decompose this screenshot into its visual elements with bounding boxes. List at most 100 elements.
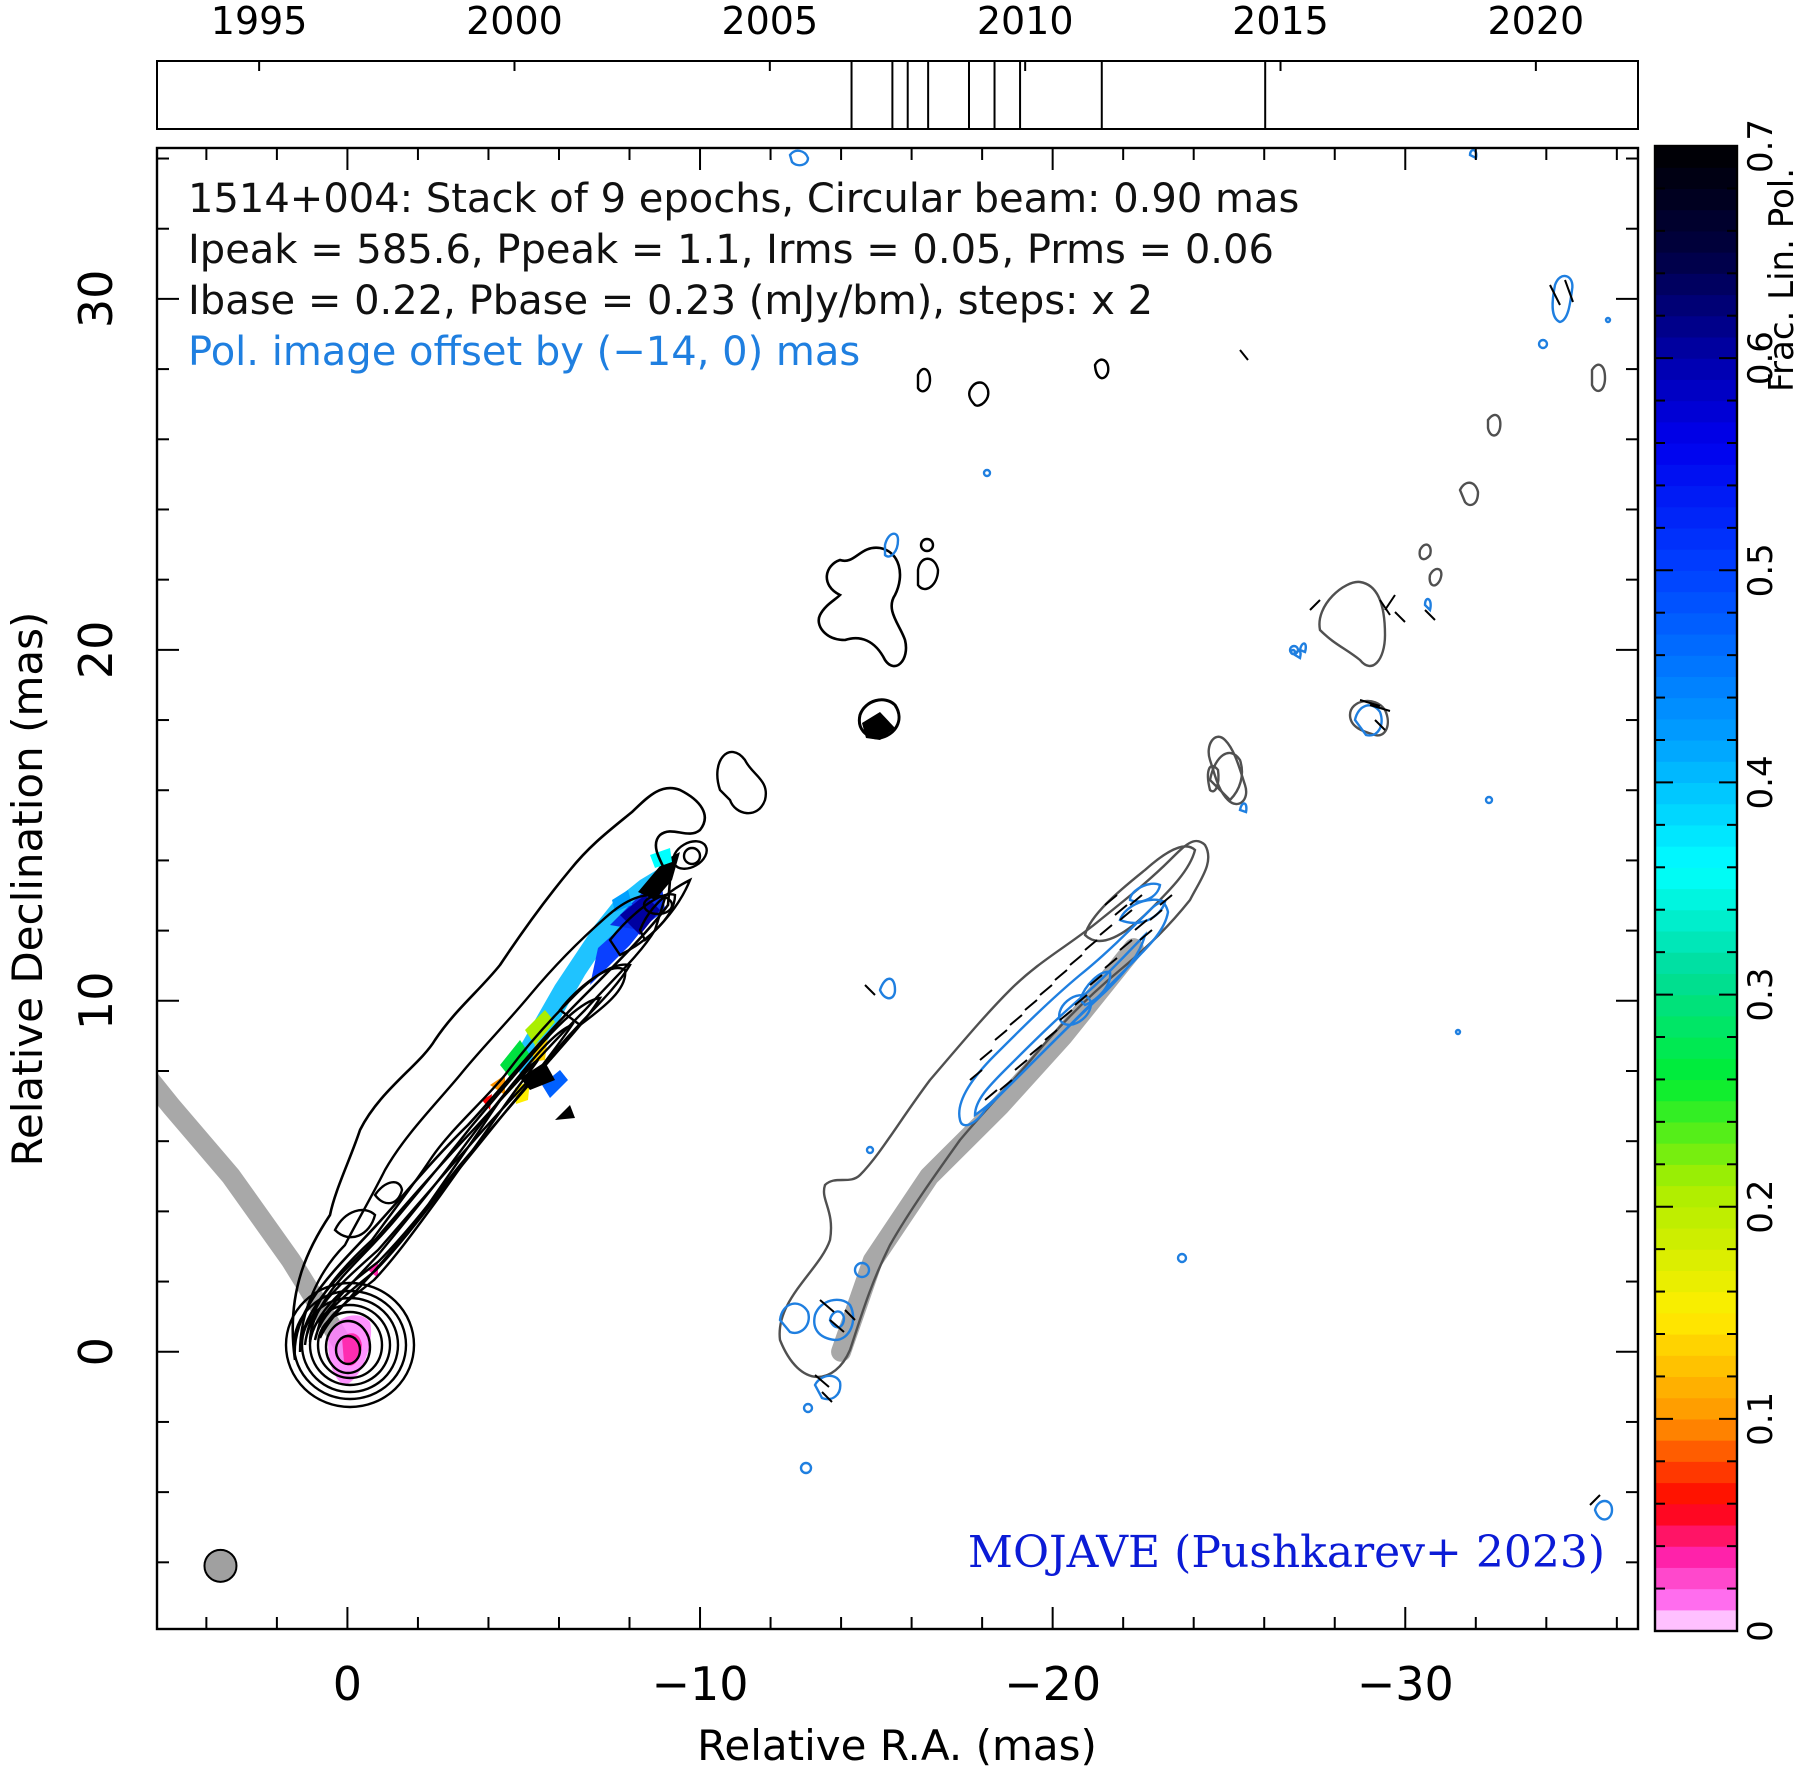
epoch-tick-label: 2000	[466, 0, 563, 43]
colorbar-swatch	[1655, 697, 1737, 720]
epoch-tick-label: 2020	[1488, 0, 1585, 43]
y-tick-labels: 0 10 20 30	[69, 270, 123, 1367]
colorbar-swatch	[1655, 209, 1737, 232]
map-panel: 1514+004: Stack of 9 epochs, Circular be…	[3, 146, 1640, 1770]
colorbar-swatch	[1655, 761, 1737, 784]
colorbar-swatch	[1655, 336, 1737, 359]
colorbar-swatch	[1655, 612, 1737, 635]
colorbar-swatch	[1655, 315, 1737, 338]
colorbar-swatch	[1655, 1227, 1737, 1250]
colorbar-swatch	[1655, 994, 1737, 1017]
y-tick-label: 10	[69, 972, 123, 1031]
colorbar-swatch	[1655, 1291, 1737, 1314]
x-tick-label: −30	[1357, 1657, 1454, 1711]
evpa-vectors	[814, 279, 1601, 1506]
info-text: 1514+004: Stack of 9 epochs, Circular be…	[188, 176, 1299, 375]
epoch-tick-label: 2010	[977, 0, 1074, 43]
colorbar-tick-label: 0.5	[1741, 543, 1781, 597]
credit-text: MOJAVE (Pushkarev+ 2023)	[968, 1527, 1605, 1578]
colorbar-swatch	[1655, 1503, 1737, 1526]
colorbar-ticks	[1655, 145, 1737, 1632]
colorbar-swatch	[1655, 294, 1737, 317]
colorbar: 0 0.1 0.2 0.3 0.4 0.5 0.6 0.7 Frac. Lin. Pol.	[1653, 119, 1802, 1642]
colorbar-swatch	[1655, 1249, 1737, 1271]
colorbar-swatch	[1655, 1164, 1737, 1187]
colorbar-swatch	[1655, 676, 1737, 699]
colorbar-swatch	[1655, 718, 1737, 741]
colorbar-swatch	[1655, 358, 1737, 380]
colorbar-swatch	[1655, 952, 1737, 974]
colorbar-swatch	[1655, 888, 1737, 911]
colorbar-label: Frac. Lin. Pol.	[1762, 168, 1802, 392]
map-content	[157, 148, 1614, 1521]
x-tick-label: 0	[333, 1657, 362, 1711]
colorbar-swatch	[1655, 1079, 1737, 1102]
info-line-1: 1514+004: Stack of 9 epochs, Circular be…	[188, 176, 1299, 222]
colorbar-swatch	[1655, 1609, 1737, 1632]
colorbar-swatch	[1655, 1143, 1737, 1165]
y-tick-label: 30	[69, 270, 123, 329]
colorbar-swatch	[1655, 740, 1737, 762]
colorbar-swatch	[1655, 230, 1737, 253]
colorbar-swatch	[1655, 1482, 1737, 1505]
colorbar-swatch	[1655, 782, 1737, 805]
epoch-tick-label: 2015	[1232, 0, 1329, 43]
total-intensity-contours	[284, 358, 1110, 1409]
colorbar-swatch	[1655, 273, 1737, 296]
colorbar-swatch	[1655, 1397, 1737, 1420]
colorbar-swatch	[1655, 824, 1737, 847]
map-ticks	[157, 148, 1638, 1629]
colorbar-swatch	[1655, 655, 1737, 677]
y-axis-label: Relative Declination (mas)	[3, 612, 52, 1167]
colorbar-swatch	[1655, 1440, 1737, 1462]
colorbar-swatch	[1655, 1185, 1737, 1208]
colorbar-swatch	[1655, 633, 1737, 656]
colorbar-swatch	[1655, 973, 1737, 996]
colorbar-swatch	[1655, 1058, 1737, 1081]
x-tick-labels: 0 −10 −20 −30	[333, 1657, 1454, 1711]
colorbar-swatch	[1655, 506, 1737, 529]
colorbar-swatch	[1655, 1567, 1737, 1590]
colorbar-swatch	[1655, 443, 1737, 465]
y-tick-label: 0	[69, 1337, 123, 1366]
colorbar-swatch	[1655, 400, 1737, 423]
colorbar-swatch	[1655, 485, 1737, 508]
x-tick-label: −10	[651, 1657, 748, 1711]
map-frame	[155, 146, 1640, 1631]
pol-offset-note: Pol. image offset by (−14, 0) mas	[188, 329, 860, 375]
colorbar-swatch	[1655, 1461, 1737, 1484]
colorbar-swatch	[1655, 421, 1737, 444]
colorbar-swatch	[1655, 1418, 1737, 1441]
colorbar-swatch	[1655, 867, 1737, 890]
colorbar-swatch	[1655, 549, 1737, 571]
colorbar-swatch	[1655, 527, 1737, 550]
colorbar-swatch	[1655, 252, 1737, 274]
colorbar-swatch	[1655, 1376, 1737, 1399]
colorbar-frame	[1653, 144, 1739, 1633]
colorbar-swatch	[1655, 1121, 1737, 1144]
x-axis-label: Relative R.A. (mas)	[697, 1721, 1097, 1770]
colorbar-swatch	[1655, 1524, 1737, 1547]
colorbar-swatch	[1655, 188, 1737, 211]
colorbar-tick-label: 0.7	[1741, 119, 1781, 173]
colorbar-swatch	[1655, 1546, 1737, 1568]
colorbar-swatches	[1655, 146, 1737, 1632]
colorbar-swatch	[1655, 909, 1737, 932]
epoch-tick-label: 2005	[721, 0, 818, 43]
colorbar-tick-label: 0.4	[1741, 755, 1781, 809]
colorbar-swatch	[1655, 464, 1737, 487]
colorbar-swatch	[1655, 1270, 1737, 1293]
colorbar-swatch	[1655, 570, 1737, 593]
colorbar-tick-labels: 0 0.1 0.2 0.3 0.4 0.5 0.6 0.7	[1741, 119, 1781, 1642]
beam-ellipse	[203, 1548, 238, 1583]
pol-intensity-contours	[778, 363, 1607, 1379]
colorbar-tick-label: 0	[1741, 1620, 1781, 1642]
colorbar-swatch	[1655, 146, 1737, 168]
colorbar-tick-label: 0.6	[1741, 331, 1781, 385]
colorbar-swatch	[1655, 1334, 1737, 1356]
info-line-2: Ipeak = 585.6, Ppeak = 1.1, Irms = 0.05,…	[188, 227, 1274, 273]
colorbar-swatch	[1655, 379, 1737, 402]
colorbar-tick-label: 0.2	[1741, 1180, 1781, 1234]
colorbar-swatch	[1655, 846, 1737, 868]
colorbar-swatch	[1655, 1588, 1737, 1611]
